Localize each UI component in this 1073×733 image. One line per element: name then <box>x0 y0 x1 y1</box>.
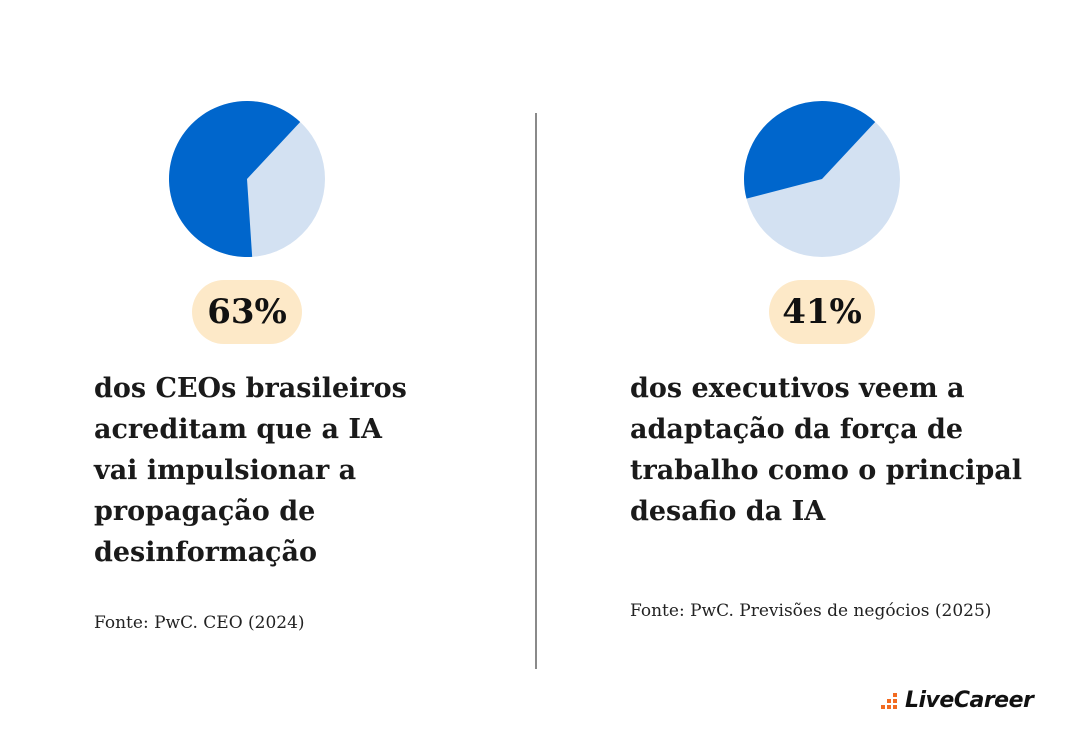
livecareer-logo: LiveCareer <box>880 686 1034 714</box>
percent-badge-executivos: 41% <box>769 280 875 344</box>
statement-ceos: dos CEOs brasileiros acreditam que a IA … <box>94 373 407 568</box>
pie-chart-ceos <box>169 101 325 257</box>
pie-slice-value <box>169 101 301 257</box>
pie-slice-value <box>744 101 876 199</box>
source-executivos: Fonte: PwC. Previsões de negócios (2025) <box>630 601 992 621</box>
percent-badge-ceos: 63% <box>192 280 302 344</box>
bar-dots-icon <box>881 693 897 709</box>
pie-chart-executivos <box>744 101 900 257</box>
source-ceos: Fonte: PwC. CEO (2024) <box>94 613 305 633</box>
logo-text: LiveCareer <box>905 687 1034 713</box>
statement-executivos: dos executivos veem a adaptação da força… <box>630 373 1023 527</box>
column-divider <box>535 113 537 669</box>
